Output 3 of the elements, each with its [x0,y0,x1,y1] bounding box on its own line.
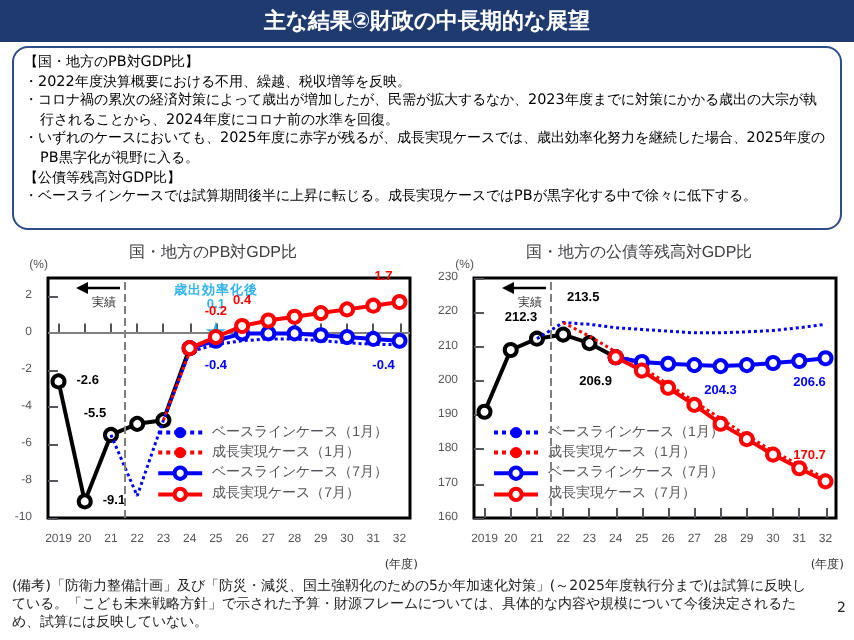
chart-title: 国・地方の公債等残高対GDP比 [525,243,753,261]
text: 主な結果②財政の中長期的な展望 [0,0,854,42]
chart-title: 国・地方のPB対GDP比 [128,243,298,261]
